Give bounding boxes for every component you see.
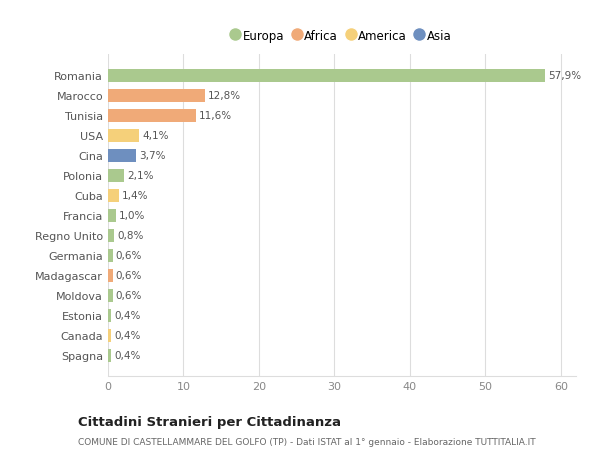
Legend: Europa, Africa, America, Asia: Europa, Africa, America, Asia <box>232 30 452 43</box>
Bar <box>108 189 119 202</box>
Bar <box>108 169 124 182</box>
Bar <box>108 70 545 83</box>
Text: 0,8%: 0,8% <box>117 231 143 241</box>
Text: 1,0%: 1,0% <box>119 211 145 221</box>
Bar <box>108 209 116 222</box>
Text: 0,4%: 0,4% <box>114 350 140 360</box>
Text: 2,1%: 2,1% <box>127 171 154 181</box>
Text: 0,4%: 0,4% <box>114 310 140 320</box>
Text: 0,4%: 0,4% <box>114 330 140 340</box>
Text: 1,4%: 1,4% <box>122 191 148 201</box>
Text: 11,6%: 11,6% <box>199 111 232 121</box>
Bar <box>108 309 111 322</box>
Text: Cittadini Stranieri per Cittadinanza: Cittadini Stranieri per Cittadinanza <box>78 415 341 428</box>
Bar <box>108 90 205 102</box>
Bar <box>108 110 196 123</box>
Text: COMUNE DI CASTELLAMMARE DEL GOLFO (TP) - Dati ISTAT al 1° gennaio - Elaborazione: COMUNE DI CASTELLAMMARE DEL GOLFO (TP) -… <box>78 437 536 446</box>
Text: 12,8%: 12,8% <box>208 91 241 101</box>
Bar <box>108 129 139 142</box>
Bar <box>108 289 113 302</box>
Bar <box>108 269 113 282</box>
Bar <box>108 249 113 262</box>
Bar <box>108 329 111 342</box>
Text: 57,9%: 57,9% <box>548 71 581 81</box>
Text: 0,6%: 0,6% <box>116 251 142 261</box>
Text: 0,6%: 0,6% <box>116 270 142 280</box>
Text: 3,7%: 3,7% <box>139 151 166 161</box>
Bar <box>108 150 136 162</box>
Bar <box>108 349 111 362</box>
Text: 0,6%: 0,6% <box>116 291 142 301</box>
Text: 4,1%: 4,1% <box>142 131 169 141</box>
Bar <box>108 229 114 242</box>
